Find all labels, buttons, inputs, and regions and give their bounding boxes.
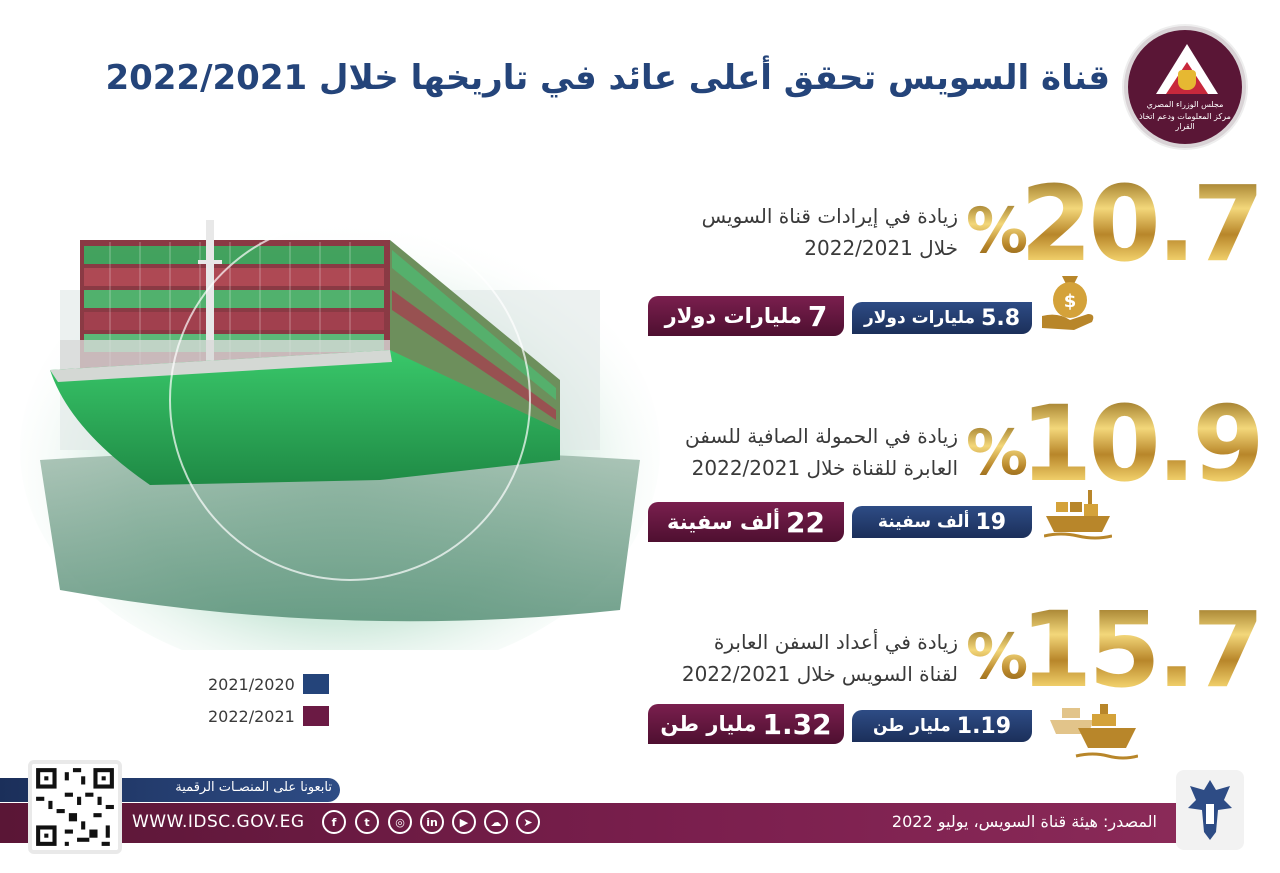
- stat-2-line2: العابرة للقناة خلال 2022/2021: [691, 456, 958, 480]
- stat-3-description: زيادة في أعداد السفن العابرة لقناة السوي…: [682, 626, 958, 690]
- stat-3-percent: %: [966, 620, 1029, 693]
- stat-1-previous-num: 5.8: [981, 305, 1021, 331]
- stat-2-previous-box: 19 ألف سفينة: [852, 506, 1032, 538]
- youtube-icon[interactable]: ▶: [452, 810, 476, 834]
- stat-2-previous-unit: ألف سفينة: [877, 512, 970, 532]
- stat-3-line2: لقناة السويس خلال 2022/2021: [681, 662, 958, 686]
- source-text: المصدر: هيئة قناة السويس، يوليو 2022: [891, 812, 1157, 831]
- stat-2-current-box: 22 ألف سفينة: [648, 502, 844, 542]
- telegram-icon[interactable]: ➤: [516, 810, 540, 834]
- stat-3-current-num: 1.32: [762, 707, 832, 741]
- stat-1-line1: زيادة في إيرادات قناة السويس: [701, 204, 958, 228]
- money-bag-icon: $: [1042, 276, 1094, 330]
- stat-1-value: 20.7: [1020, 163, 1265, 285]
- container-ship-image: [20, 219, 660, 650]
- cargo-ship-icon: [1044, 490, 1112, 540]
- stat-1-previous-unit: مليارات دولار: [863, 308, 976, 328]
- facebook-icon[interactable]: f: [322, 810, 346, 834]
- linkedin-icon[interactable]: in: [420, 810, 444, 834]
- qr-code[interactable]: [28, 760, 122, 854]
- stat-2-previous-num: 19: [975, 509, 1007, 535]
- stat-2-description: زيادة في الحمولة الصافية للسفن العابرة ل…: [685, 420, 958, 484]
- legend-item-2020: 2021/2020: [208, 674, 329, 694]
- stat-2-percent: %: [966, 416, 1029, 489]
- stat-2-value: 10.9: [1020, 383, 1265, 505]
- idsc-emblem-icon: [1188, 780, 1232, 840]
- stat-1-current-box: 7 مليارات دولار: [648, 296, 844, 336]
- legend-swatch-2021: [302, 706, 329, 726]
- stat-2-current-unit: ألف سفينة: [666, 510, 781, 534]
- svg-text:$: $: [1064, 291, 1077, 312]
- stat-3-current-unit: مليار طن: [660, 712, 757, 736]
- stat-3-previous-num: 1.19: [956, 713, 1012, 739]
- stat-3-line1: زيادة في أعداد السفن العابرة: [713, 630, 958, 654]
- legend-label-2021: 2022/2021: [208, 706, 295, 726]
- logo-line2: مركز المعلومات ودعم اتخاذ القرار: [1139, 112, 1231, 131]
- legend-swatch-2020: [302, 674, 329, 694]
- twitter-icon[interactable]: t: [355, 810, 379, 834]
- website-link[interactable]: WWW.IDSC.GOV.EG: [132, 812, 305, 832]
- follow-text: تابعونا على المنصـات الرقمية: [175, 780, 332, 795]
- page-title: قناة السويس تحقق أعلى عائد في تاريخها خل…: [105, 58, 1110, 98]
- soundcloud-icon[interactable]: ☁: [484, 810, 508, 834]
- legend-label-2020: 2021/2020: [208, 674, 295, 694]
- eagle-icon: [1178, 70, 1196, 90]
- cabinet-logo: مجلس الوزراء المصري مركز المعلومات ودعم …: [1124, 26, 1246, 148]
- ships-icon: [1050, 704, 1138, 760]
- stat-1-percent: %: [966, 194, 1029, 267]
- legend-item-2021: 2022/2021: [208, 706, 329, 726]
- stat-1-current-unit: مليارات دولار: [664, 304, 802, 328]
- footer-bar: [0, 803, 1180, 843]
- stat-1-line2: خلال 2022/2021: [804, 236, 958, 260]
- stat-2-line1: زيادة في الحمولة الصافية للسفن: [685, 424, 958, 448]
- stat-3-previous-unit: مليار طن: [872, 716, 951, 736]
- instagram-icon[interactable]: ◎: [388, 810, 412, 834]
- stat-1-current-num: 7: [807, 299, 828, 333]
- idsc-logo: [1176, 770, 1244, 850]
- stat-2-current-num: 22: [786, 505, 826, 539]
- stat-1-description: زيادة في إيرادات قناة السويس خلال 2022/2…: [702, 200, 958, 264]
- logo-line1: مجلس الوزراء المصري: [1146, 100, 1224, 109]
- stat-3-current-box: 1.32 مليار طن: [648, 704, 844, 744]
- stat-3-previous-box: 1.19 مليار طن: [852, 710, 1032, 742]
- stat-1-previous-box: 5.8 مليارات دولار: [852, 302, 1032, 334]
- stat-3-value: 15.7: [1020, 589, 1265, 711]
